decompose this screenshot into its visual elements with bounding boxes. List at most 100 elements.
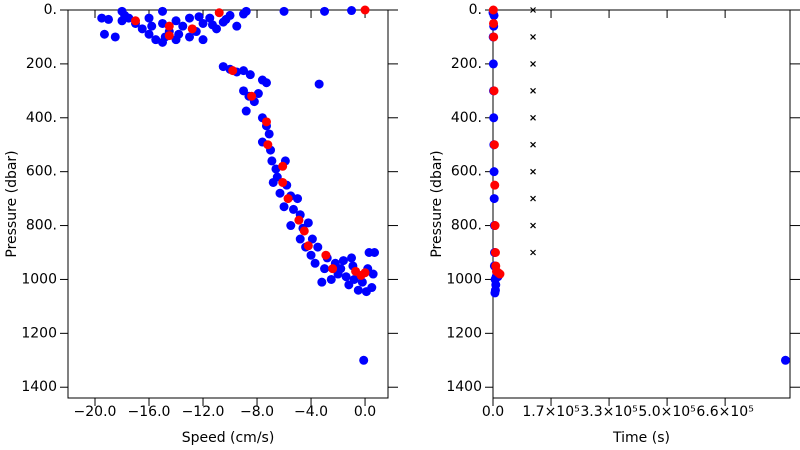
- scatter-point: [489, 167, 499, 177]
- x-marker: [530, 168, 536, 175]
- scatter-point: [360, 268, 370, 278]
- scatter-point: [341, 272, 351, 282]
- scatter-point: [780, 355, 790, 365]
- scatter-point: [286, 221, 296, 231]
- y-tick-label: 600.: [26, 164, 57, 180]
- scatter-point: [198, 35, 208, 45]
- y-tick-label: 0.: [469, 2, 482, 18]
- scatter-point: [131, 16, 141, 26]
- x-tick-label: −8.0: [240, 404, 274, 420]
- scatter-point: [221, 14, 231, 24]
- y-tick-label: 1400: [21, 379, 57, 395]
- x-tick-label: −4.0: [294, 404, 328, 420]
- scatter-point: [205, 13, 215, 23]
- scatter-point: [261, 117, 271, 127]
- scatter-point: [299, 226, 309, 236]
- scatter-point: [353, 285, 363, 295]
- scatter-point: [164, 21, 174, 31]
- scatter-point: [495, 269, 505, 279]
- plot-frame: [492, 9, 791, 399]
- y-tick-label: 1200: [21, 325, 57, 341]
- scatter-point: [158, 6, 168, 16]
- scatter-point: [198, 18, 208, 28]
- scatter-point: [117, 6, 127, 16]
- x-marker: [530, 141, 536, 148]
- y-tick-label: 1200: [446, 325, 482, 341]
- scatter-point: [288, 204, 298, 214]
- x-tick-label: 0.0: [354, 404, 376, 420]
- scatter-point: [214, 8, 224, 18]
- scatter-point: [174, 29, 184, 39]
- scatter-point: [314, 79, 324, 89]
- y-tick-label: 200.: [451, 56, 482, 72]
- scatter-point: [99, 29, 109, 39]
- scatter-point: [490, 180, 500, 190]
- scatter-point: [294, 215, 304, 225]
- scatter-point: [347, 253, 357, 263]
- scatter-point: [151, 35, 161, 45]
- scatter-point: [267, 156, 277, 166]
- scatter-point: [110, 32, 120, 42]
- scatter-point: [490, 248, 500, 257]
- scatter-point: [261, 78, 271, 88]
- x-tick-label: 6.6×10⁵: [696, 404, 753, 420]
- x-marker: [530, 114, 536, 121]
- scatter-point: [328, 264, 338, 274]
- scatter-point: [97, 13, 107, 23]
- scatter-point: [264, 129, 274, 139]
- scatter-point: [207, 20, 217, 30]
- x-tick-label: −12.0: [182, 404, 225, 420]
- x-axis-label: Speed (cm/s): [182, 430, 275, 446]
- scatter-point: [357, 277, 367, 287]
- scatter-point: [336, 264, 346, 274]
- x-marker: [530, 195, 536, 202]
- scatter-point: [489, 113, 499, 123]
- scatter-point: [278, 161, 288, 171]
- scatter-point: [187, 24, 197, 34]
- scatter-point: [185, 32, 195, 42]
- scatter-point: [279, 202, 289, 212]
- plot-frame: [67, 9, 389, 399]
- scatter-point: [307, 234, 317, 244]
- scatter-point: [241, 6, 251, 16]
- x-marker: [530, 34, 536, 40]
- scatter-point: [303, 241, 313, 251]
- scatter-point: [164, 31, 174, 41]
- scatter-point: [338, 256, 348, 266]
- scatter-point: [490, 221, 500, 231]
- y-tick-label: 1400: [446, 379, 482, 395]
- scatter-point: [194, 12, 204, 22]
- scatter-point: [245, 70, 255, 80]
- y-axis-label: Pressure (dbar): [429, 150, 445, 257]
- scatter-point: [241, 106, 251, 116]
- y-tick-label: 400.: [451, 110, 482, 126]
- scatter-point: [489, 18, 499, 28]
- scatter-point: [295, 234, 305, 244]
- scatter-point: [489, 194, 499, 204]
- scatter-point: [147, 21, 157, 31]
- scatter-point: [489, 140, 499, 150]
- scatter-point: [347, 6, 357, 16]
- x-tick-label: 0.0: [482, 404, 504, 420]
- y-axis-label: Pressure (dbar): [4, 150, 20, 257]
- scatter-point: [137, 24, 147, 34]
- scatter-point: [171, 16, 181, 26]
- scatter-point: [326, 274, 336, 284]
- scatter-point: [491, 280, 501, 290]
- scatter-point: [490, 288, 500, 298]
- scatter-point: [293, 194, 303, 204]
- scatter-point: [321, 250, 331, 260]
- scatter-point: [278, 177, 288, 187]
- scatter-point: [275, 188, 285, 198]
- scatter-point: [263, 140, 273, 150]
- scatter-point: [360, 5, 370, 15]
- x-tick-label: 3.3×10⁵: [580, 404, 637, 420]
- scatter-point: [369, 248, 379, 257]
- x-marker: [530, 7, 536, 13]
- scatter-point: [247, 91, 257, 101]
- scatter-point: [489, 32, 499, 42]
- x-marker: [530, 249, 536, 256]
- scatter-point: [320, 6, 330, 16]
- scatter-point: [361, 287, 371, 297]
- y-tick-label: 1000: [446, 271, 482, 287]
